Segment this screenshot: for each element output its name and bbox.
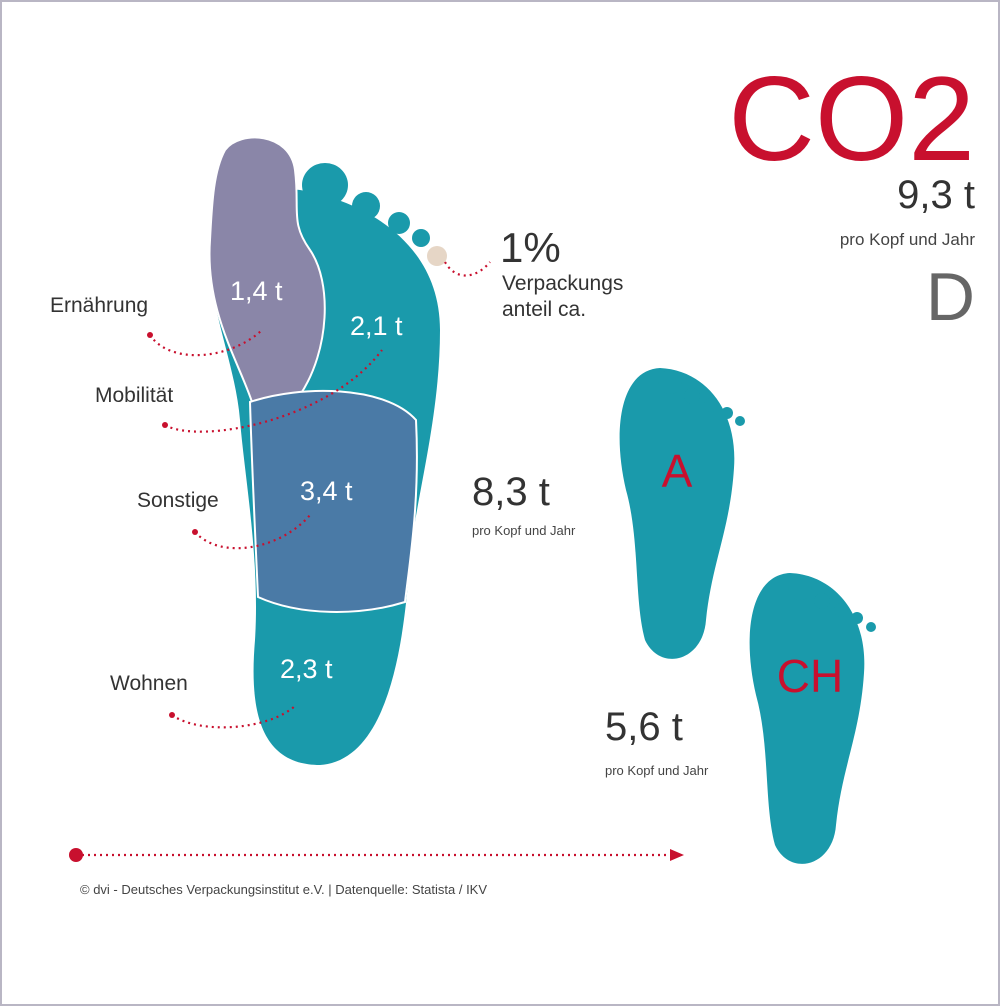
segment-value: 1,4 t [230, 276, 283, 306]
foot-ch [749, 573, 876, 864]
title: CO2 [728, 52, 975, 186]
toe [866, 622, 876, 632]
segment-label: Sonstige [137, 489, 219, 512]
germany-caption: pro Kopf und Jahr [840, 230, 975, 249]
segment-other [248, 389, 418, 613]
switzerland-country: CH [777, 650, 843, 702]
packaging-share: 1% [500, 224, 561, 271]
arrow-head [670, 849, 684, 861]
foot-sole [749, 573, 865, 864]
toe [352, 192, 380, 220]
segment-label: Wohnen [110, 672, 188, 695]
segment-value: 2,3 t [280, 654, 333, 684]
toe [658, 370, 682, 394]
germany-country: D [926, 259, 975, 335]
packaging-line1: Verpackungs [502, 272, 623, 295]
segment-label: Ernährung [50, 294, 148, 317]
foot-sole [619, 368, 735, 659]
packaging-line2: anteil ca. [502, 298, 586, 321]
arrow-dot [69, 848, 83, 862]
austria-caption: pro Kopf und Jahr [472, 523, 576, 538]
arrow [164, 349, 383, 433]
toe [302, 163, 348, 207]
toe [684, 388, 700, 404]
toe [704, 398, 718, 412]
segment-value: 3,4 t [300, 476, 353, 506]
austria-country: A [662, 445, 693, 497]
footer: © dvi - Deutsches Verpackungsinstitut e.… [80, 882, 487, 897]
big-foot [208, 136, 447, 765]
arrow-dot [147, 332, 153, 338]
arrow [444, 261, 491, 277]
segment-label: Mobilität [95, 384, 173, 407]
switzerland-caption: pro Kopf und Jahr [605, 763, 709, 778]
segment-food [208, 136, 326, 404]
switzerland-value: 5,6 t [605, 705, 683, 749]
foot-a [619, 368, 745, 659]
austria-value: 8,3 t [472, 470, 550, 514]
toe [814, 593, 830, 609]
segment-value: 2,1 t [350, 311, 403, 341]
arrow [149, 329, 263, 357]
germany-value: 9,3 t [897, 173, 975, 217]
toe [412, 229, 430, 247]
arrow-dot [162, 422, 168, 428]
toe [834, 603, 848, 617]
toe [851, 612, 863, 624]
arrow [194, 514, 311, 550]
toe [721, 407, 733, 419]
arrow [171, 704, 297, 729]
arrow-dot [169, 712, 175, 718]
toe [388, 212, 410, 234]
toe [788, 576, 812, 600]
arrow-dot [192, 529, 198, 535]
packaging-toe [427, 246, 447, 266]
arrows [69, 261, 684, 862]
toe [735, 416, 745, 426]
